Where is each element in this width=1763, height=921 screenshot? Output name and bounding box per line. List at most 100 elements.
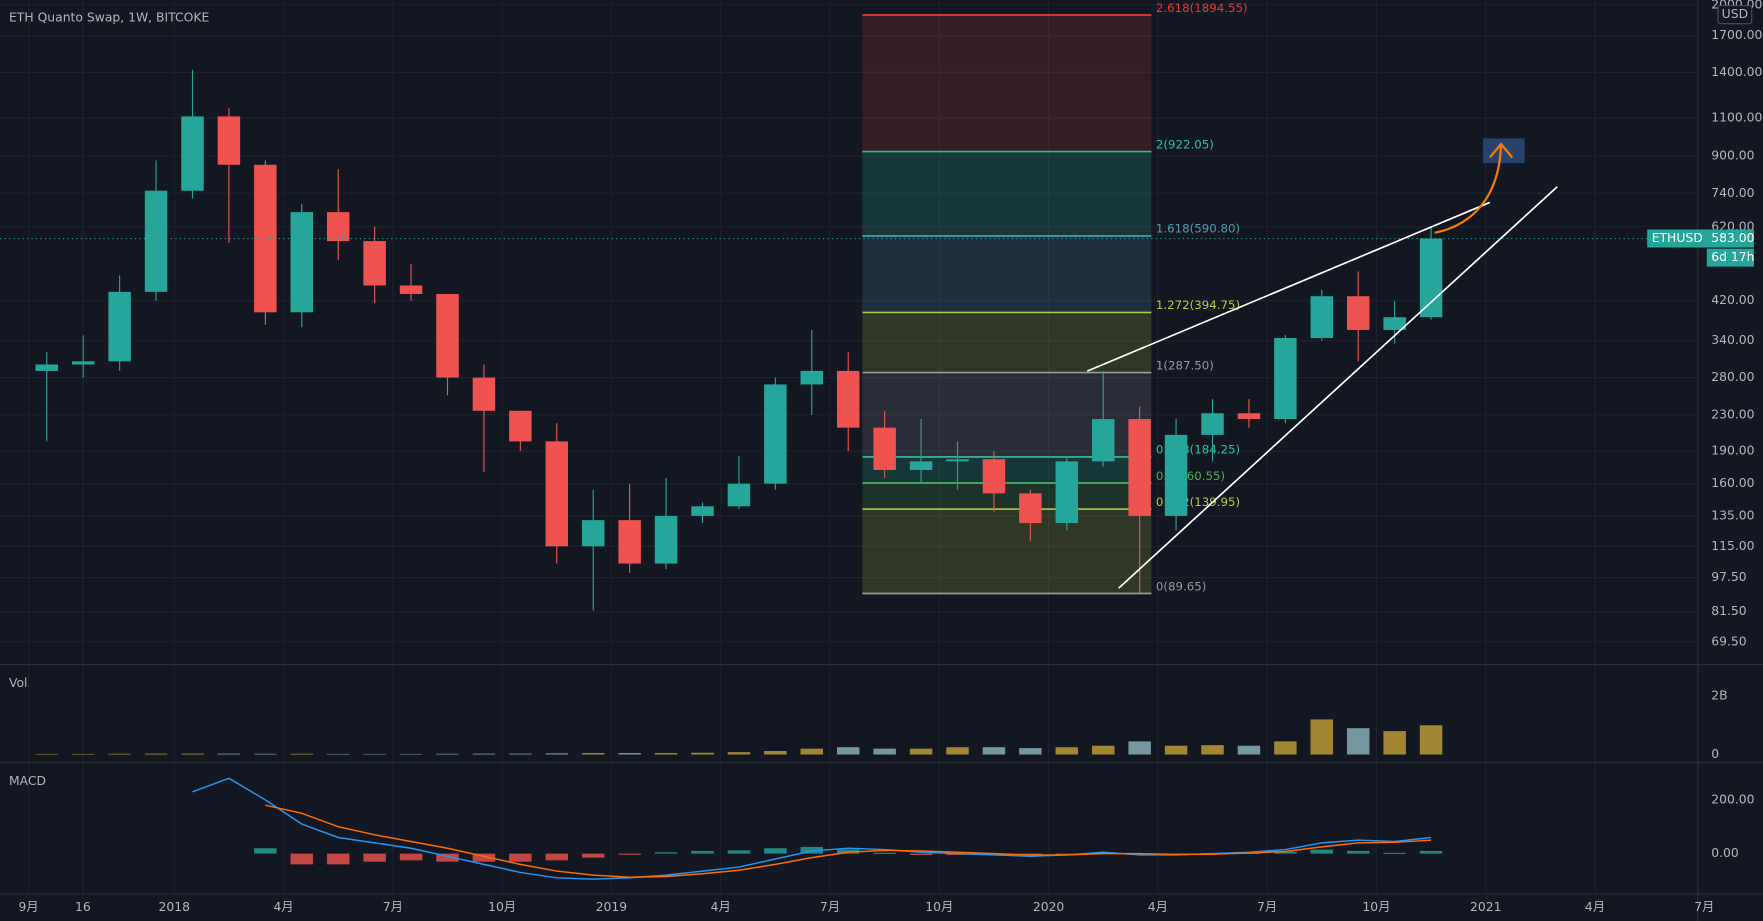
candle-body: [873, 427, 896, 470]
fib-label: 2(922.05): [1156, 137, 1214, 151]
x-tick-label: 10月: [488, 900, 516, 914]
volume-bar: [1091, 745, 1115, 755]
countdown-tag: [1706, 248, 1755, 267]
candle-body: [399, 285, 423, 295]
candle-body: [363, 241, 386, 286]
candle-body: [472, 377, 496, 411]
symbol-tag: [1647, 229, 1755, 248]
macd-histogram: [545, 853, 569, 861]
macd-histogram: [618, 853, 641, 855]
y-tick-label: 0: [1711, 747, 1719, 761]
x-tick-label: 16: [75, 900, 91, 914]
candle-body: [1128, 419, 1151, 516]
macd-histogram: [472, 853, 496, 862]
macd-histogram: [290, 853, 314, 865]
trend-line: [1118, 186, 1558, 589]
macd-histogram: [909, 853, 933, 855]
y-tick-label: 1700.00: [1711, 28, 1762, 42]
macd-histogram: [873, 852, 896, 854]
candle-body: [618, 520, 641, 564]
fib-label: 0(89.65): [1156, 579, 1206, 593]
fib-label: 1.618(590.80): [1156, 222, 1240, 236]
volume-bar: [581, 753, 605, 755]
countdown: 6d 17h: [1711, 250, 1754, 264]
y-tick-label: 1400.00: [1711, 65, 1762, 79]
macd-histogram: [691, 850, 714, 854]
candle-body: [217, 116, 241, 165]
fib-band: [862, 151, 1152, 236]
volume-bar: [1419, 725, 1443, 755]
candle-body: [1091, 419, 1115, 462]
macd-histogram: [1346, 850, 1370, 854]
y-tick-label: 2B: [1711, 688, 1727, 702]
candle-body: [108, 291, 131, 362]
macd-histogram: [509, 853, 532, 862]
macd-histogram: [727, 850, 751, 854]
x-tick-label: 4月: [1585, 900, 1605, 914]
candle-body: [1019, 493, 1042, 524]
macd-histogram: [326, 853, 350, 865]
fib-band: [862, 509, 1152, 594]
macd-histogram: [1383, 852, 1406, 854]
candle-body: [1274, 337, 1297, 420]
x-tick-label: 10月: [1362, 900, 1390, 914]
x-tick-label: 4月: [711, 900, 731, 914]
volume-bar: [326, 753, 350, 755]
drawings: [1086, 138, 1558, 589]
x-tick-label: 9月: [18, 900, 38, 914]
y-tick-label: 97.50: [1711, 570, 1747, 584]
candle-body: [909, 461, 933, 470]
target-box: [1483, 138, 1525, 164]
candle-body: [727, 483, 751, 507]
y-tick-label: 115.00: [1711, 539, 1754, 553]
macd-histogram: [436, 853, 459, 862]
x-tick-label: 7月: [383, 900, 403, 914]
candle-body: [144, 190, 168, 292]
candle-body: [946, 459, 969, 462]
volume-bar: [800, 748, 824, 755]
volume-bar: [836, 747, 860, 755]
volume-bar: [1383, 731, 1406, 755]
volume-bar: [654, 753, 678, 755]
volume-bar: [71, 753, 95, 755]
macd-histogram: [1419, 850, 1443, 854]
volume-bar: [399, 753, 423, 755]
volume-bar: [1310, 719, 1334, 755]
pane-title: MACD: [9, 774, 46, 788]
volume-bar: [290, 753, 314, 755]
volume-bar: [472, 753, 496, 755]
y-tick-label: 900.00: [1711, 149, 1754, 163]
candle-body: [836, 370, 860, 428]
candle-body: [800, 370, 824, 385]
fib-band: [862, 483, 1152, 510]
volume-bar: [217, 753, 241, 755]
candle-body: [1055, 461, 1079, 524]
volume-bar: [909, 748, 933, 755]
projection-arrow: [1434, 146, 1503, 234]
fib-label: 2.618(1894.55): [1156, 1, 1248, 15]
currency-box[interactable]: [1717, 5, 1753, 25]
x-tick-label: 2018: [159, 900, 191, 914]
plot-area: 0(89.65)0.382(139.95)0.5(160.55)0.618(18…: [0, 0, 1698, 894]
x-tick-label: 2021: [1470, 900, 1501, 914]
x-tick-label: 4月: [273, 900, 293, 914]
volume-bar: [436, 753, 459, 755]
volume-bar: [764, 751, 787, 755]
candle-body: [581, 520, 605, 547]
macd-histogram: [254, 848, 277, 854]
fib-label: 1.272(394.75): [1156, 298, 1240, 312]
volume-bar: [254, 753, 277, 755]
currency[interactable]: USD: [1722, 7, 1748, 21]
volume-bar: [1055, 747, 1079, 755]
pane-title: Vol: [9, 676, 28, 690]
y-tick-label: 230.00: [1711, 407, 1754, 421]
trend-line: [1086, 201, 1491, 372]
arrow-head: [1488, 142, 1514, 159]
volume-bar: [363, 753, 386, 755]
fib-band: [862, 235, 1152, 313]
candle-body: [1164, 434, 1188, 516]
volume-bar: [727, 752, 751, 755]
volume-bar: [873, 748, 896, 755]
